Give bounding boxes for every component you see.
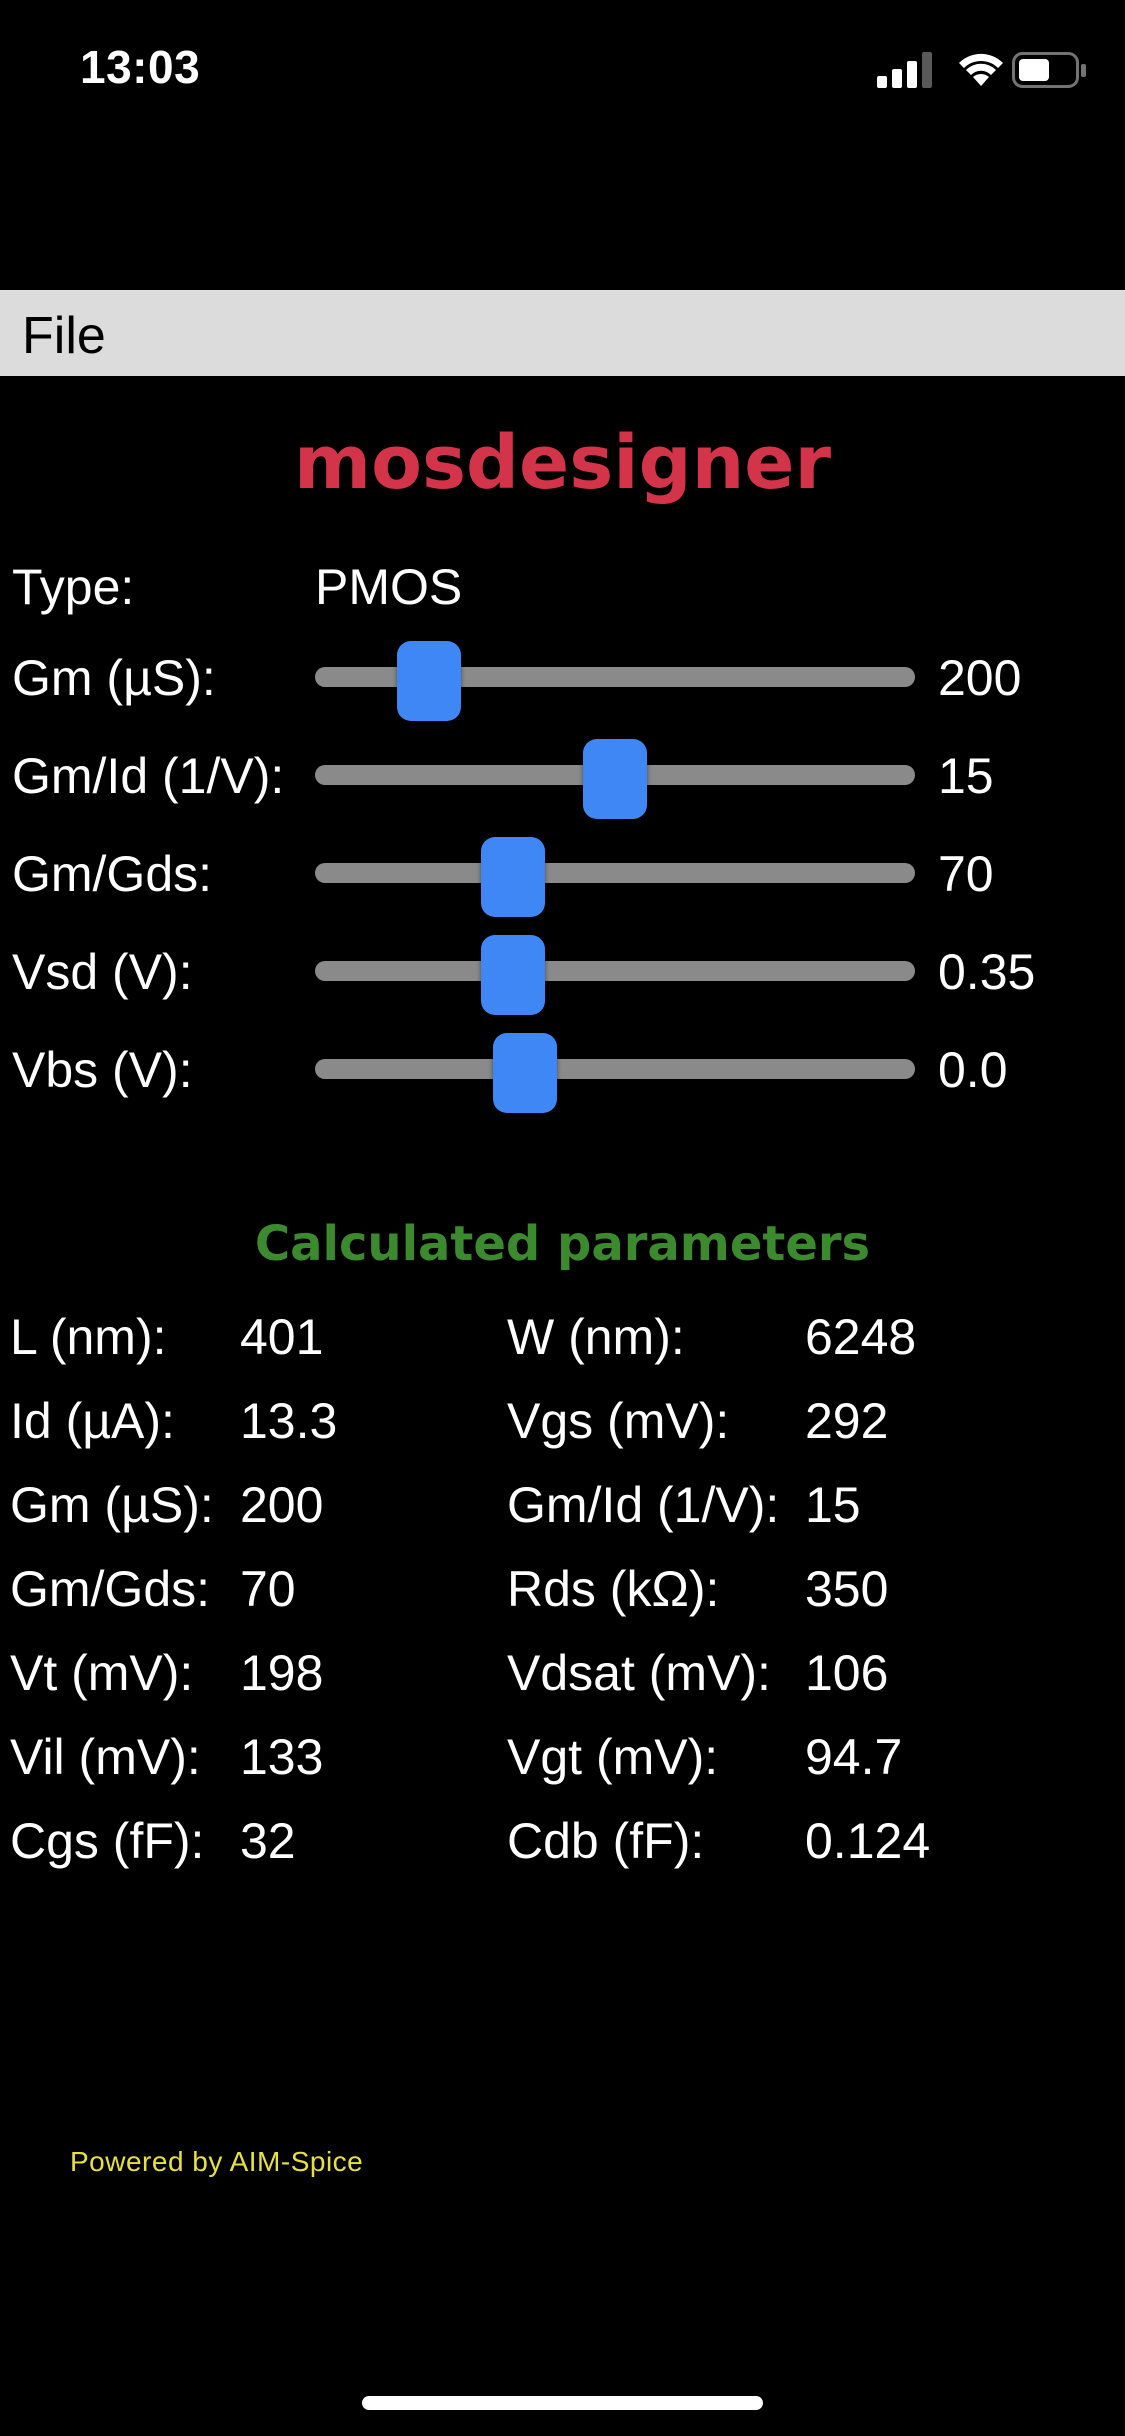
vsd-slider[interactable] xyxy=(315,935,915,1015)
vsd-label: Vsd (V): xyxy=(12,944,193,1000)
calc-left-label: Vt (mV): xyxy=(10,1645,194,1701)
gm-gds-label: Gm/Gds: xyxy=(12,846,213,902)
calc-left-value: 70 xyxy=(240,1561,296,1617)
slider-track xyxy=(315,667,915,687)
slider-thumb[interactable] xyxy=(493,1033,557,1113)
slider-thumb[interactable] xyxy=(481,935,545,1015)
calc-left-value: 13.3 xyxy=(240,1393,338,1449)
calc-right-label: Rds (kΩ): xyxy=(507,1561,720,1617)
slider-thumb[interactable] xyxy=(397,641,461,721)
calc-left-label: Gm (µS): xyxy=(10,1477,214,1533)
gm-value: 200 xyxy=(938,650,1022,706)
gm-id-label: Gm/Id (1/V): xyxy=(12,748,285,804)
calc-right-label: Vgt (mV): xyxy=(507,1729,719,1785)
calc-left-value: 32 xyxy=(240,1813,296,1869)
calc-right-value: 292 xyxy=(805,1393,889,1449)
vsd-value: 0.35 xyxy=(938,944,1036,1000)
calc-left-label: Vil (mV): xyxy=(10,1729,201,1785)
gm-id-value: 15 xyxy=(938,748,994,804)
calc-right-value: 350 xyxy=(805,1561,889,1617)
calc-right-value: 0.124 xyxy=(805,1813,931,1869)
signal-icon xyxy=(877,52,933,93)
slider-track xyxy=(315,863,915,883)
calc-right-value: 94.7 xyxy=(805,1729,903,1785)
calc-left-value: 200 xyxy=(240,1477,324,1533)
vbs-value: 0.0 xyxy=(938,1042,1008,1098)
gm-gds-value: 70 xyxy=(938,846,994,902)
slider-thumb[interactable] xyxy=(481,837,545,917)
calc-left-value: 198 xyxy=(240,1645,324,1701)
gm-gds-slider[interactable] xyxy=(315,837,915,917)
calc-right-value: 6248 xyxy=(805,1309,917,1365)
gm-id-slider[interactable] xyxy=(315,739,915,819)
slider-thumb[interactable] xyxy=(583,739,647,819)
calc-right-label: W (nm): xyxy=(507,1309,685,1365)
calc-right-label: Gm/Id (1/V): xyxy=(507,1477,780,1533)
calc-left-label: Id (µA): xyxy=(10,1393,175,1449)
status-bar: 13:03 xyxy=(0,0,1125,140)
calculated-parameters-title: Calculated parameters xyxy=(254,1216,871,1272)
home-indicator[interactable] xyxy=(362,2396,763,2410)
vbs-slider[interactable] xyxy=(315,1033,915,1113)
calc-right-value: 15 xyxy=(805,1477,861,1533)
powered-by-footer[interactable]: Powered by AIM-Spice xyxy=(70,2146,364,2177)
slider-track xyxy=(315,1059,915,1079)
calc-left-label: Gm/Gds: xyxy=(10,1561,211,1617)
calc-left-label: L (nm): xyxy=(10,1309,167,1365)
calc-left-value: 401 xyxy=(240,1309,324,1365)
calc-right-label: Vdsat (mV): xyxy=(507,1645,771,1701)
menu-bar: File xyxy=(0,290,1125,376)
status-time: 13:03 xyxy=(80,41,201,93)
battery-icon xyxy=(1012,52,1088,95)
calc-right-label: Cdb (fF): xyxy=(507,1813,705,1869)
file-menu[interactable]: File xyxy=(22,307,106,365)
calc-right-value: 106 xyxy=(805,1645,889,1701)
type-value[interactable]: PMOS xyxy=(315,559,463,615)
calc-left-value: 133 xyxy=(240,1729,324,1785)
vbs-label: Vbs (V): xyxy=(12,1042,193,1098)
app-title: mosdesigner xyxy=(294,420,831,506)
type-label: Type: xyxy=(12,559,135,615)
wifi-icon xyxy=(957,50,1005,93)
gm-label: Gm (µS): xyxy=(12,650,216,706)
slider-track xyxy=(315,961,915,981)
gm-slider[interactable] xyxy=(315,641,915,721)
calc-left-label: Cgs (fF): xyxy=(10,1813,205,1869)
calc-right-label: Vgs (mV): xyxy=(507,1393,730,1449)
